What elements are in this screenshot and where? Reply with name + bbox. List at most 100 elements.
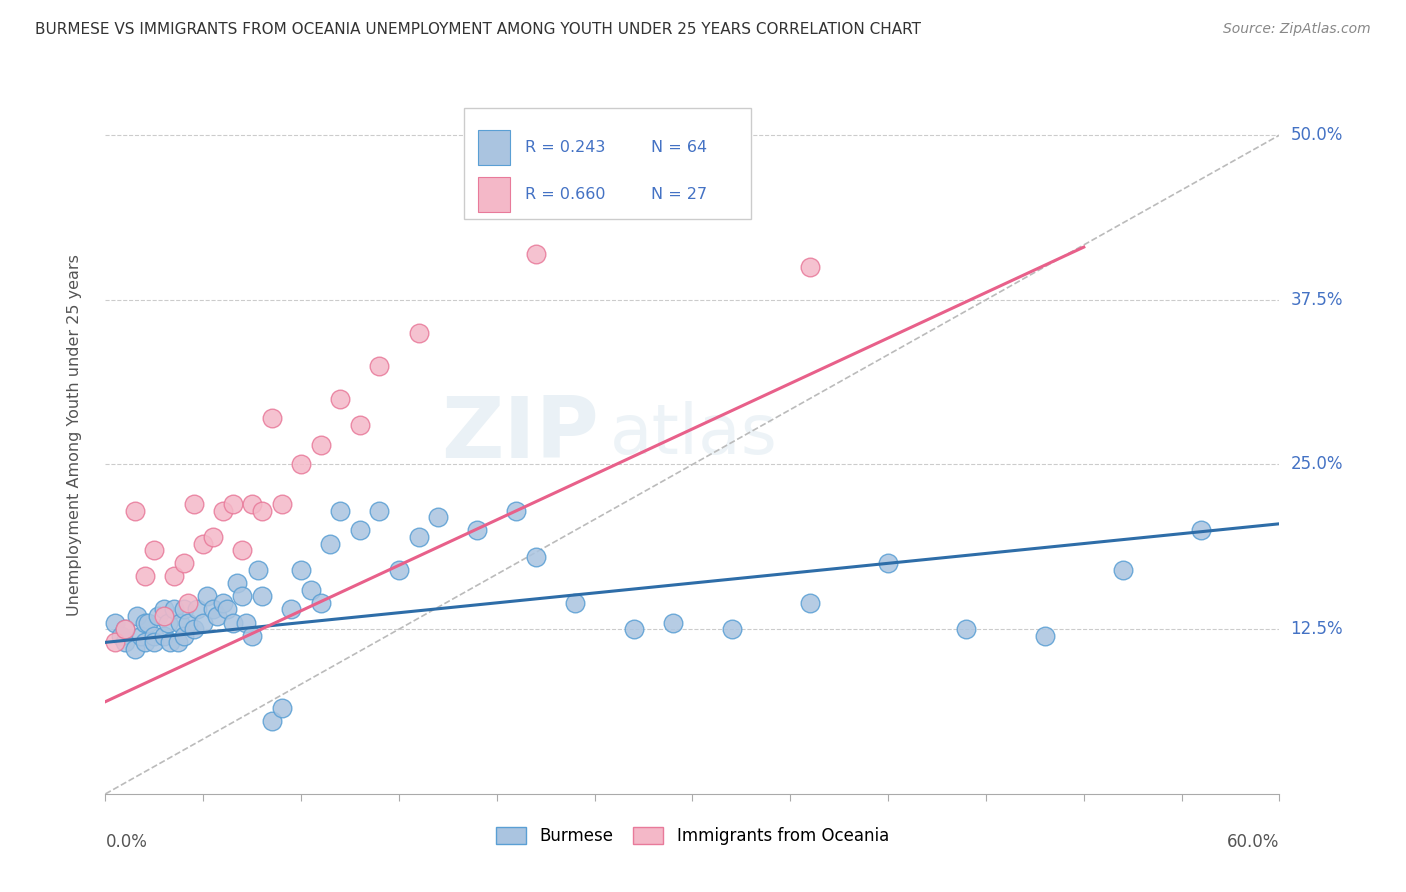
Point — [163, 569, 186, 583]
Point — [110, 629, 132, 643]
Text: N = 27: N = 27 — [651, 186, 707, 202]
Point — [240, 497, 263, 511]
Legend: Burmese, Immigrants from Oceania: Burmese, Immigrants from Oceania — [488, 819, 897, 854]
Point — [173, 629, 195, 643]
Point — [349, 524, 371, 538]
Text: 50.0%: 50.0% — [1291, 126, 1343, 145]
Point — [173, 602, 195, 616]
Point — [319, 536, 342, 550]
Point — [153, 609, 176, 624]
Point — [166, 635, 188, 649]
Point — [247, 563, 270, 577]
Text: Source: ZipAtlas.com: Source: ZipAtlas.com — [1223, 22, 1371, 37]
Point — [955, 622, 977, 636]
Point — [799, 596, 821, 610]
Point — [388, 563, 411, 577]
Point — [124, 503, 146, 517]
Point — [250, 589, 273, 603]
Point — [153, 629, 176, 643]
Point — [205, 609, 228, 624]
Point — [368, 359, 391, 373]
Text: R = 0.243: R = 0.243 — [524, 140, 605, 155]
Point — [465, 524, 488, 538]
Point — [524, 246, 547, 260]
Text: BURMESE VS IMMIGRANTS FROM OCEANIA UNEMPLOYMENT AMONG YOUTH UNDER 25 YEARS CORRE: BURMESE VS IMMIGRANTS FROM OCEANIA UNEMP… — [35, 22, 921, 37]
Point — [202, 602, 225, 616]
Point — [1112, 563, 1135, 577]
Y-axis label: Unemployment Among Youth under 25 years: Unemployment Among Youth under 25 years — [67, 254, 82, 615]
Point — [104, 615, 127, 630]
Point — [143, 543, 166, 558]
Point — [114, 622, 136, 636]
Point — [290, 563, 312, 577]
Point — [183, 622, 205, 636]
Point — [104, 635, 127, 649]
Point — [193, 615, 215, 630]
Point — [193, 536, 215, 550]
Point — [215, 602, 238, 616]
Text: atlas: atlas — [610, 401, 778, 468]
Point — [114, 635, 136, 649]
Point — [138, 615, 160, 630]
Point — [169, 615, 191, 630]
Point — [368, 503, 391, 517]
Point — [329, 503, 352, 517]
Point — [564, 596, 586, 610]
Text: 60.0%: 60.0% — [1227, 833, 1279, 851]
Text: 0.0%: 0.0% — [105, 833, 148, 851]
Point — [221, 497, 243, 511]
Point — [124, 642, 146, 657]
Point — [202, 530, 225, 544]
Point — [148, 609, 170, 624]
Point — [329, 392, 352, 406]
Point — [176, 615, 198, 630]
Point — [427, 510, 450, 524]
Point — [250, 503, 273, 517]
Point — [524, 549, 547, 564]
Text: 25.0%: 25.0% — [1291, 456, 1343, 474]
Point — [349, 417, 371, 432]
Point — [225, 576, 247, 591]
Point — [183, 497, 205, 511]
Point — [134, 635, 156, 649]
Point — [186, 602, 208, 616]
Point — [134, 615, 156, 630]
Point — [235, 615, 257, 630]
Point — [114, 622, 136, 636]
Point — [290, 458, 312, 472]
Point — [799, 260, 821, 274]
Point — [1033, 629, 1056, 643]
Point — [270, 701, 292, 715]
Point — [260, 411, 283, 425]
Point — [231, 589, 253, 603]
Text: R = 0.660: R = 0.660 — [524, 186, 605, 202]
Point — [299, 582, 322, 597]
Point — [309, 596, 332, 610]
Point — [173, 557, 195, 571]
Point — [231, 543, 253, 558]
Text: 12.5%: 12.5% — [1291, 620, 1343, 638]
FancyBboxPatch shape — [464, 108, 751, 219]
Point — [176, 596, 198, 610]
Point — [143, 629, 166, 643]
Point — [211, 596, 233, 610]
Point — [280, 602, 302, 616]
Point — [134, 569, 156, 583]
Point — [260, 714, 283, 729]
Bar — [478, 178, 510, 211]
Bar — [478, 130, 510, 165]
Point — [211, 503, 233, 517]
Point — [1189, 524, 1212, 538]
Point — [163, 602, 186, 616]
Point — [662, 615, 685, 630]
Point — [309, 438, 332, 452]
Point — [159, 635, 181, 649]
Text: 37.5%: 37.5% — [1291, 291, 1343, 309]
Point — [408, 530, 430, 544]
Point — [221, 615, 243, 630]
Point — [129, 629, 152, 643]
Text: N = 64: N = 64 — [651, 140, 707, 155]
Point — [125, 609, 148, 624]
Text: ZIP: ZIP — [441, 393, 599, 476]
Point — [720, 622, 742, 636]
